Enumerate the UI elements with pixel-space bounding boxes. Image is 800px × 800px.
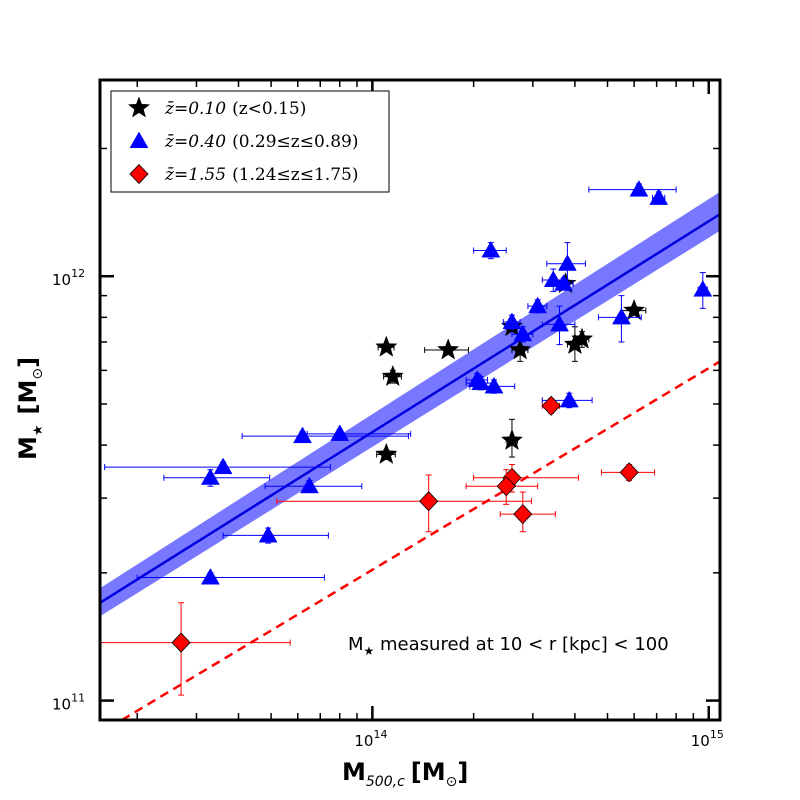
legend-entry-high-z: z̄=1.55 (1.24≤z≤1.75) [129, 163, 358, 185]
diamond-marker [513, 504, 533, 525]
triangle-marker [200, 567, 220, 585]
diamond-marker [541, 395, 561, 416]
data-point [649, 188, 669, 205]
y-tick-label: 1011 [52, 692, 85, 714]
data-point [499, 491, 556, 533]
legend-entry-low-z: z̄=0.10 (z<0.15) [127, 96, 306, 119]
legend-label: z̄=1.55 (1.24≤z≤1.75) [164, 165, 358, 185]
star-marker [623, 298, 646, 321]
star-marker [509, 338, 532, 360]
plot-frame [98, 78, 722, 722]
star-marker [570, 327, 594, 349]
series-mid-z [104, 180, 713, 585]
data-point [473, 240, 507, 260]
star-marker [437, 338, 460, 360]
x-axis-label: M500,c [M⊙] [342, 758, 468, 790]
data-point [541, 395, 561, 416]
x-tick-label: 1015 [691, 728, 724, 750]
data-point [375, 442, 398, 464]
data-point [375, 335, 398, 357]
triangle-marker [557, 254, 577, 271]
star-marker [500, 428, 524, 450]
triangle-marker [528, 296, 548, 314]
data-point [465, 469, 539, 505]
triangle-marker [293, 426, 312, 444]
legend-label: z̄=0.40 (0.29≤z≤0.89) [164, 132, 358, 152]
y-axis-label: M★[M⊙] [14, 357, 46, 460]
data-point [424, 338, 469, 360]
star-marker [375, 442, 398, 464]
data-point [502, 312, 522, 330]
diamond-marker [619, 462, 639, 483]
fit-confidence-band [100, 191, 720, 617]
triangle-marker [481, 240, 501, 258]
data-point [469, 376, 516, 394]
data-point [136, 567, 325, 585]
triangle-marker [471, 373, 491, 391]
data-point [552, 274, 574, 291]
annotation-text: M★ measured at 10 < r [kpc] < 100 [348, 634, 669, 658]
x-tick-label: 1014 [354, 728, 387, 750]
data-point [541, 268, 565, 293]
data-point [511, 324, 534, 343]
diamond-marker [496, 476, 516, 497]
series-high-z [100, 395, 656, 696]
legend-diamond-marker [129, 163, 149, 185]
data-point [264, 476, 363, 494]
data-point [222, 525, 329, 544]
triangle-marker [629, 180, 649, 197]
data-point [306, 424, 412, 441]
triangle-marker [611, 307, 631, 325]
data-point [541, 305, 576, 346]
data-point [104, 457, 331, 475]
legend-entry-mid-z: z̄=0.40 (0.29≤z≤0.89) [129, 131, 358, 152]
legend-box [110, 90, 390, 193]
triangle-marker [258, 525, 278, 543]
legend-label: z̄=0.10 (z<0.15) [164, 99, 306, 119]
triangle-marker [513, 324, 533, 342]
triangle-marker [300, 476, 319, 494]
data-point [601, 462, 656, 483]
ticks-layer: 1014 1015 1011 1012 [52, 80, 724, 750]
legend-star-marker [127, 96, 151, 118]
data-point [276, 474, 532, 533]
triangle-marker [200, 468, 220, 485]
triangle-marker [559, 390, 579, 408]
series-low-z [375, 271, 647, 464]
triangle-marker [693, 280, 713, 297]
legend: z̄=0.10 (z<0.15) z̄=0.40 (0.29≤z≤0.89) z̄=1.… [110, 90, 390, 193]
data-point [693, 272, 713, 309]
data-point [100, 602, 291, 696]
triangle-marker [484, 376, 504, 394]
data-point [570, 327, 594, 349]
data-point [546, 242, 586, 283]
triangle-marker [554, 274, 573, 291]
triangle-marker [550, 314, 569, 332]
data-point [163, 468, 271, 487]
triangle-marker [649, 188, 669, 205]
data-point [588, 180, 677, 197]
star-marker [381, 364, 404, 387]
data-point [541, 390, 593, 409]
legend-triangle-marker [129, 131, 149, 148]
data-point [381, 364, 404, 387]
data-point [500, 418, 524, 458]
data-point [597, 295, 642, 343]
reference-dashed-line [121, 360, 720, 720]
triangle-marker [330, 424, 350, 441]
data-point [527, 296, 548, 314]
diamond-marker [419, 491, 439, 512]
triangle-marker [502, 312, 522, 330]
star-marker [375, 335, 398, 357]
points-layer [100, 180, 713, 696]
diamond-marker [171, 632, 191, 653]
fit-layer [100, 191, 720, 720]
y-tick-label: 1012 [52, 267, 85, 289]
triangle-marker [213, 457, 233, 475]
fit-line [100, 213, 720, 604]
